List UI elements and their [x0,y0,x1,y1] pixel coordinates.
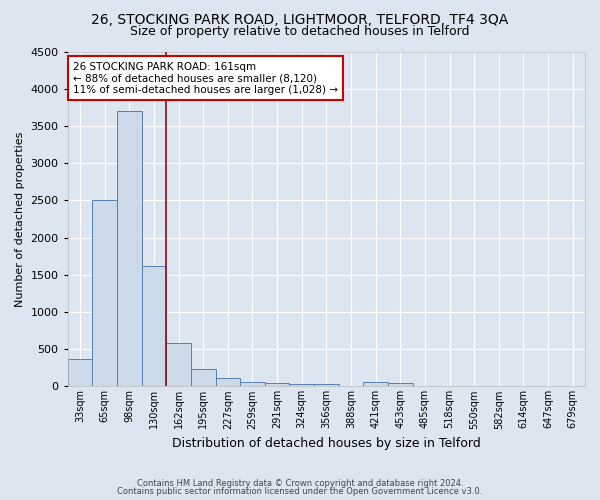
Bar [215,378,240,386]
Bar [388,382,413,386]
Bar [117,111,142,386]
X-axis label: Distribution of detached houses by size in Telford: Distribution of detached houses by size … [172,437,481,450]
Text: 26, STOCKING PARK ROAD, LIGHTMOOR, TELFORD, TF4 3QA: 26, STOCKING PARK ROAD, LIGHTMOOR, TELFO… [91,12,509,26]
Bar [191,368,215,386]
Bar [68,359,92,386]
Y-axis label: Number of detached properties: Number of detached properties [15,132,25,306]
Bar [240,382,265,386]
Text: Contains HM Land Registry data © Crown copyright and database right 2024.: Contains HM Land Registry data © Crown c… [137,478,463,488]
Bar [364,382,388,386]
Bar [92,200,117,386]
Bar [289,384,314,386]
Text: 26 STOCKING PARK ROAD: 161sqm
← 88% of detached houses are smaller (8,120)
11% o: 26 STOCKING PARK ROAD: 161sqm ← 88% of d… [73,62,338,94]
Text: Contains public sector information licensed under the Open Government Licence v3: Contains public sector information licen… [118,487,482,496]
Bar [142,266,166,386]
Text: Size of property relative to detached houses in Telford: Size of property relative to detached ho… [130,25,470,38]
Bar [265,384,289,386]
Bar [314,384,338,386]
Bar [166,343,191,386]
